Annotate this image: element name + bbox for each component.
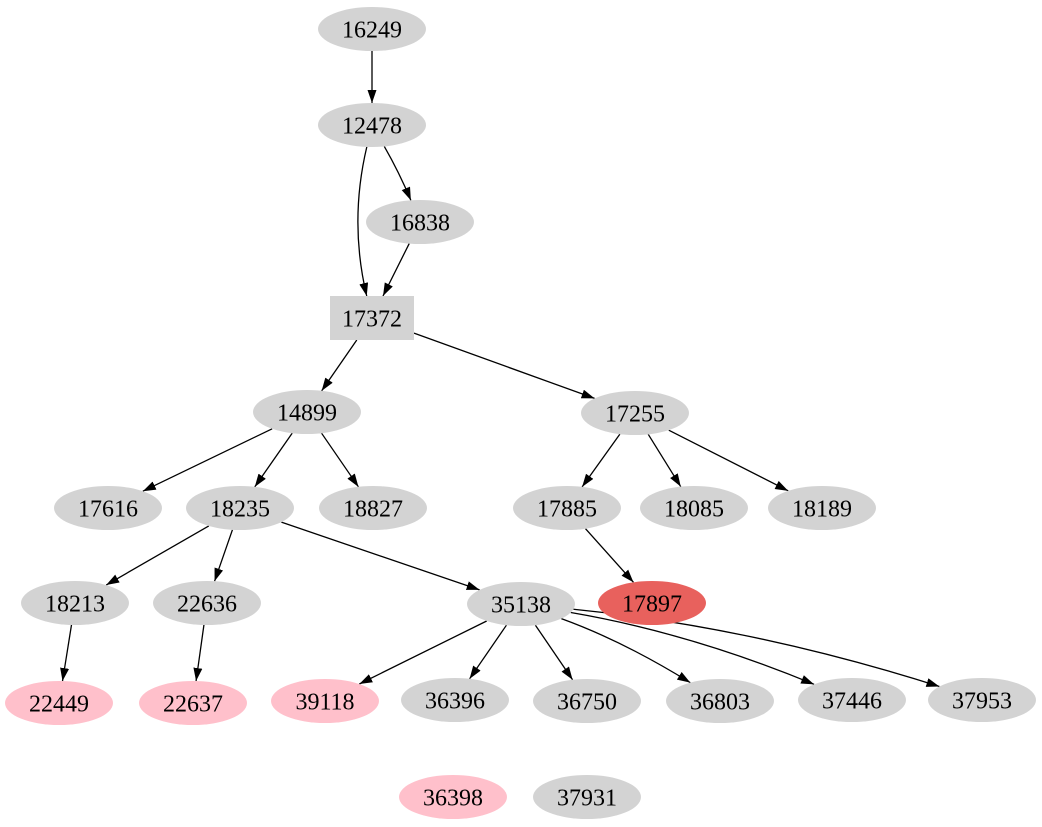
node-18213: 18213 — [21, 581, 129, 625]
node-36398: 36398 — [399, 775, 507, 819]
node-ellipse-shape — [318, 103, 426, 147]
node-ellipse-shape — [401, 678, 509, 722]
edge-12478-to-16838 — [383, 146, 412, 201]
node-ellipse-shape — [581, 391, 689, 435]
node-12478: 12478 — [318, 103, 426, 147]
edge-35138-to-39118 — [359, 620, 487, 685]
edge-17372-to-14899 — [321, 339, 358, 392]
node-16249: 16249 — [318, 7, 426, 51]
node-18085: 18085 — [640, 486, 748, 530]
node-ellipse-shape — [318, 7, 426, 51]
edge-35138-to-36396 — [469, 624, 507, 680]
node-ellipse-shape — [399, 775, 507, 819]
node-37931: 37931 — [533, 775, 641, 819]
edge-17885-to-17897 — [585, 528, 634, 583]
node-22449: 22449 — [5, 681, 113, 725]
node-ellipse-shape — [253, 390, 361, 434]
edge-16838-to-17372 — [382, 243, 410, 297]
node-18827: 18827 — [319, 486, 427, 530]
node-ellipse-shape — [598, 581, 706, 625]
node-36750: 36750 — [533, 679, 641, 723]
edge-14899-to-18235 — [254, 432, 293, 488]
node-box-shape — [330, 296, 414, 340]
node-ellipse-shape — [533, 775, 641, 819]
node-ellipse-shape — [5, 681, 113, 725]
node-35138: 35138 — [467, 582, 575, 626]
node-ellipse-shape — [768, 486, 876, 530]
edge-18235-to-22636 — [213, 529, 234, 582]
node-18235: 18235 — [186, 486, 294, 530]
edge-35138-to-36803 — [561, 618, 691, 684]
node-ellipse-shape — [271, 679, 379, 723]
node-16838: 16838 — [366, 200, 474, 244]
node-17255: 17255 — [581, 391, 689, 435]
node-ellipse-shape — [186, 486, 294, 530]
node-22636: 22636 — [153, 581, 261, 625]
node-17897: 17897 — [598, 581, 706, 625]
node-17372: 17372 — [330, 296, 414, 340]
node-14899: 14899 — [253, 390, 361, 434]
edge-17372-to-17255 — [413, 332, 595, 400]
node-ellipse-shape — [319, 486, 427, 530]
edge-22636-to-22637 — [193, 624, 205, 682]
edge-17255-to-18189 — [668, 429, 789, 492]
node-ellipse-shape — [54, 486, 162, 530]
edge-12478-to-17372 — [357, 146, 369, 297]
node-36396: 36396 — [401, 678, 509, 722]
edge-14899-to-18827 — [321, 432, 359, 488]
node-18189: 18189 — [768, 486, 876, 530]
node-ellipse-shape — [798, 678, 906, 722]
node-ellipse-shape — [640, 486, 748, 530]
edge-18213-to-22449 — [60, 624, 73, 682]
node-ellipse-shape — [513, 486, 621, 530]
node-ellipse-shape — [366, 200, 474, 244]
edge-18235-to-18213 — [105, 525, 210, 586]
node-ellipse-shape — [139, 681, 247, 725]
node-ellipse-shape — [666, 679, 774, 723]
node-39118: 39118 — [271, 679, 379, 723]
edge-17255-to-17885 — [581, 433, 621, 488]
node-37953: 37953 — [928, 678, 1036, 722]
node-17616: 17616 — [54, 486, 162, 530]
node-17885: 17885 — [513, 486, 621, 530]
node-36803: 36803 — [666, 679, 774, 723]
node-22637: 22637 — [139, 681, 247, 725]
node-ellipse-shape — [153, 581, 261, 625]
node-ellipse-shape — [21, 581, 129, 625]
node-ellipse-shape — [533, 679, 641, 723]
edge-18235-to-35138 — [281, 521, 480, 591]
node-ellipse-shape — [467, 582, 575, 626]
node-ellipse-shape — [928, 678, 1036, 722]
edge-17255-to-18085 — [647, 433, 682, 488]
nodes-layer: 16249 12478 16838 17372 14899 17255 17616 18235… — [5, 7, 1036, 819]
edge-35138-to-37446 — [570, 611, 815, 685]
edge-35138-to-36750 — [534, 624, 574, 681]
edge-14899-to-17616 — [142, 428, 273, 492]
node-37446: 37446 — [798, 678, 906, 722]
